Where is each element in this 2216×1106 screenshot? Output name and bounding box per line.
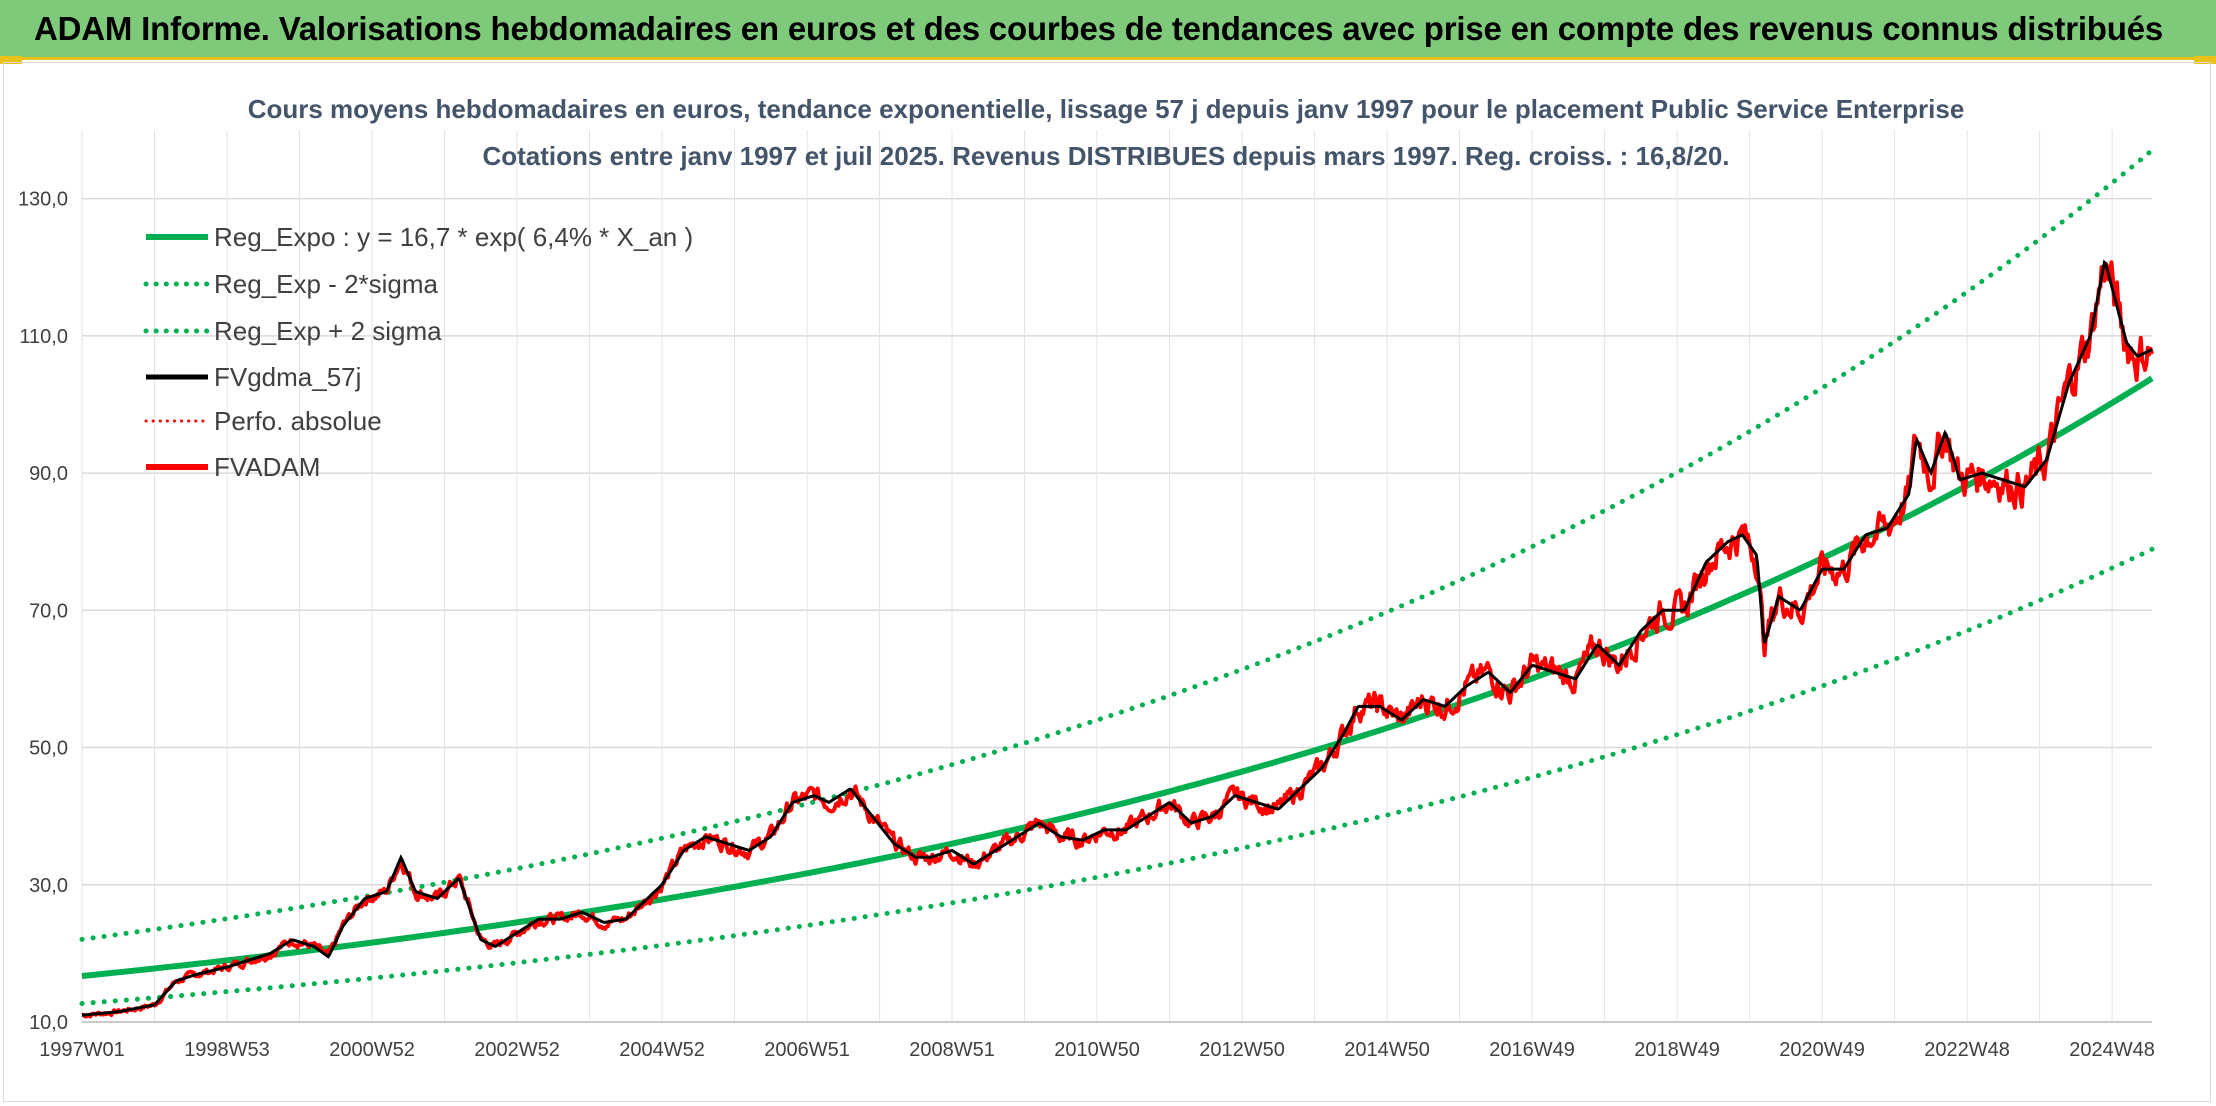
x-tick-label: 1997W01: [39, 1039, 125, 1061]
series-fvgdma-57j: [81, 259, 2153, 1017]
legend-label-perfo: Perfo. absolue: [214, 406, 382, 436]
x-tick-label: 2018W49: [1634, 1039, 1720, 1061]
y-tick-label: 30,0: [29, 875, 68, 897]
chart-subtitle: Cotations entre janv 1997 et juil 2025. …: [482, 141, 1729, 171]
grid: [81, 130, 2152, 1023]
x-tick-label: 2010W50: [1054, 1039, 1140, 1061]
page-title: ADAM Informe. Valorisations hebdomadaire…: [34, 10, 2164, 47]
series-reg-expo: [81, 375, 2154, 979]
series-reg-exp-minus-2sigma: [79, 546, 2155, 1006]
y-tick-label: 50,0: [29, 738, 68, 760]
y-tick-label: 10,0: [29, 1012, 68, 1034]
header-banner: ADAM Informe. Valorisations hebdomadaire…: [0, 0, 2216, 60]
legend-label-reg-plus: Reg_Exp + 2 sigma: [214, 316, 442, 346]
y-tick-label: 90,0: [29, 463, 68, 485]
x-tick-label: 2024W48: [2069, 1039, 2155, 1061]
x-tick-label: 2006W51: [764, 1039, 850, 1061]
y-tick-label: 110,0: [19, 326, 68, 348]
x-tick-label: 1998W53: [184, 1039, 270, 1061]
plot-area: [79, 147, 2155, 1019]
corner-accent-left: [0, 56, 22, 64]
chart-frame: [3, 62, 2211, 1102]
chart-title: Cours moyens hebdomadaires en euros, ten…: [248, 94, 1965, 124]
axes: 10,0 30,0 50,0 70,0 90,0 110,0 130,0 1997W01 199…: [18, 189, 2155, 1061]
x-tick-label: 2016W49: [1489, 1039, 1575, 1061]
legend-label-fvgdma: FVgdma_57j: [214, 362, 361, 392]
x-tick-label: 2020W49: [1779, 1039, 1865, 1061]
legend-label-reg-expo: Reg_Expo : y = 16,7 * exp( 6,4% * X_an ): [214, 222, 693, 252]
x-tick-label: 2002W52: [474, 1039, 560, 1061]
x-tick-label: 2014W50: [1344, 1039, 1430, 1061]
corner-accent-right: [2194, 56, 2216, 64]
legend-label-reg-minus: Reg_Exp - 2*sigma: [214, 269, 439, 299]
x-tick-label: 2022W48: [1924, 1039, 2010, 1061]
legend-label-fvadam: FVADAM: [214, 452, 320, 482]
y-tick-label: 70,0: [29, 600, 68, 622]
x-tick-label: 2008W51: [909, 1039, 995, 1061]
legend: Reg_Expo : y = 16,7 * exp( 6,4% * X_an )…: [143, 222, 693, 482]
x-tick-label: 2004W52: [619, 1039, 705, 1061]
series-reg-exp-plus-2sigma: [79, 147, 2155, 942]
x-tick-label: 2000W52: [329, 1039, 415, 1061]
y-tick-label: 130,0: [18, 189, 68, 211]
x-tick-label: 2012W50: [1199, 1039, 1285, 1061]
